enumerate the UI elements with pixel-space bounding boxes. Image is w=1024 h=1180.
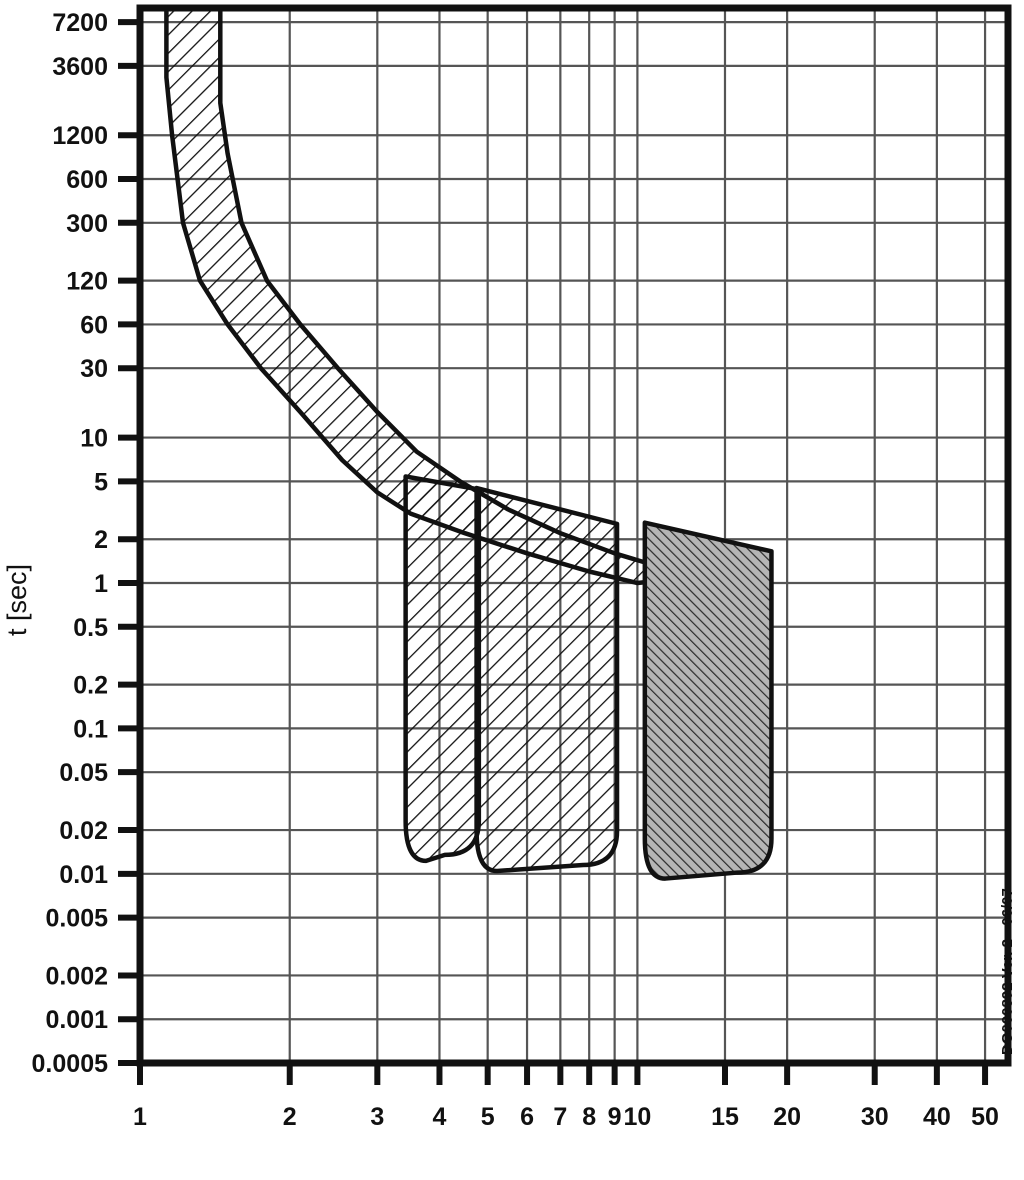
y-tick-label: 1200 bbox=[52, 122, 108, 150]
y-tick-label: 600 bbox=[66, 166, 108, 194]
x-tick-label: 9 bbox=[608, 1103, 622, 1131]
document-code: DG000892 Ver. 2 - 06/07 bbox=[999, 888, 1016, 1055]
x-tick-label: 2 bbox=[283, 1103, 297, 1131]
type-d-zone bbox=[642, 520, 774, 881]
x-axis-tick-labels: 1 2 3 4 5 6 7 8 9 10 15 20 30 40 50 bbox=[133, 1103, 999, 1131]
x-tick-label: 10 bbox=[623, 1103, 651, 1131]
x-tick-label: 15 bbox=[711, 1103, 739, 1131]
y-tick-label: 0.02 bbox=[59, 817, 108, 845]
x-tick-label: 7 bbox=[553, 1103, 567, 1131]
x-tick-label: 50 bbox=[971, 1103, 999, 1131]
y-tick-label: 30 bbox=[80, 355, 108, 383]
y-tick-label: 3600 bbox=[52, 53, 108, 81]
y-tick-label: 60 bbox=[80, 311, 108, 339]
y-tick-label: 5 bbox=[94, 468, 108, 496]
axis-ticks bbox=[118, 19, 989, 1085]
y-axis-tick-labels: 7200 3600 1200 600 300 120 60 30 10 5 2 1 0.5 0.2 0.1 0… bbox=[32, 9, 109, 1078]
x-tick-label: 5 bbox=[481, 1103, 495, 1131]
type-b-zone bbox=[403, 474, 482, 864]
x-tick-label: 8 bbox=[582, 1103, 596, 1131]
y-tick-label: 0.2 bbox=[73, 672, 108, 700]
y-axis-title: t [sec] bbox=[2, 564, 32, 636]
y-tick-label: 0.0005 bbox=[32, 1050, 109, 1078]
y-tick-label: 0.5 bbox=[73, 614, 108, 642]
y-tick-label: 0.005 bbox=[45, 905, 108, 933]
y-tick-label: 1 bbox=[94, 570, 108, 598]
y-tick-label: 0.001 bbox=[45, 1006, 108, 1034]
y-tick-label: 0.01 bbox=[59, 861, 108, 889]
y-tick-label: 10 bbox=[80, 425, 108, 453]
y-tick-label: 7200 bbox=[52, 9, 108, 37]
x-tick-label: 3 bbox=[370, 1103, 384, 1131]
x-tick-label: 1 bbox=[133, 1103, 147, 1131]
x-tick-label: 20 bbox=[773, 1103, 801, 1131]
characteristic-bands bbox=[164, 8, 774, 881]
y-tick-label: 0.002 bbox=[45, 962, 108, 990]
y-tick-label: 120 bbox=[66, 268, 108, 296]
grid-lines bbox=[138, 8, 1008, 1065]
y-tick-label: 2 bbox=[94, 526, 108, 554]
x-tick-label: 30 bbox=[861, 1103, 889, 1131]
y-tick-label: 0.05 bbox=[59, 759, 108, 787]
type-c-zone bbox=[474, 485, 620, 874]
x-tick-label: 6 bbox=[520, 1103, 534, 1131]
x-tick-label: 4 bbox=[433, 1103, 447, 1131]
y-tick-label: 300 bbox=[66, 210, 108, 238]
plot-frame bbox=[136, 4, 1012, 1067]
y-tick-label: 0.1 bbox=[73, 715, 108, 743]
x-tick-label: 40 bbox=[923, 1103, 951, 1131]
